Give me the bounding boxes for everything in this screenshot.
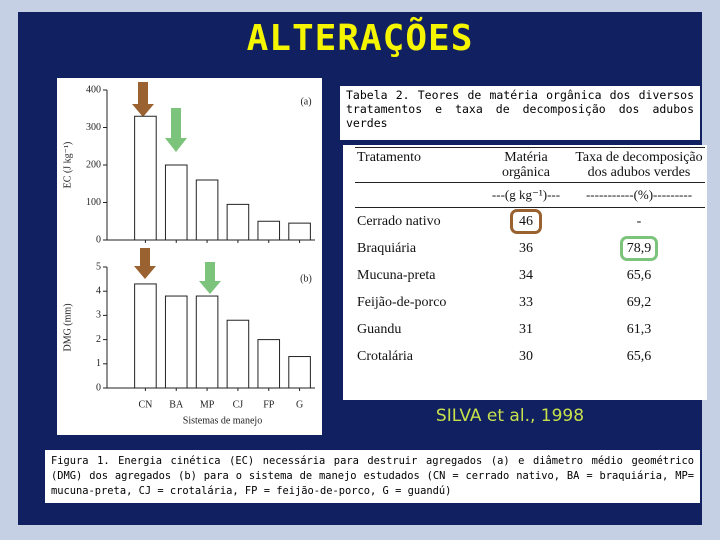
panel-label: (b)	[300, 273, 312, 284]
x-tick-label: BA	[169, 399, 184, 410]
table-cell: 69,2	[573, 289, 705, 316]
cell-text: 36	[519, 240, 533, 256]
bar	[164, 295, 188, 389]
y-axis-title: DMG (mm)	[62, 303, 73, 351]
table-row: Guandu 31 61,3	[355, 316, 705, 343]
cell-text: Crotalária	[357, 348, 413, 364]
x-tick-label: G	[296, 399, 303, 410]
table-cell: Guandu	[355, 316, 479, 343]
cell-text: 34	[519, 267, 533, 283]
y-tick-label: 3	[96, 310, 101, 321]
cell-text: 65,6	[626, 267, 652, 283]
cell-text: 31	[519, 321, 533, 337]
y-tick-label: 2	[96, 334, 101, 345]
y-tick-label: 300	[86, 122, 101, 133]
cell-text: 33	[519, 294, 533, 310]
table-cell: 30	[479, 343, 573, 370]
bar	[195, 179, 219, 241]
table-row: Mucuna-preta 34 65,6	[355, 262, 705, 289]
table-header: Taxa de decomposição dos adubos verdes	[573, 147, 705, 183]
cell-text: Guandu	[357, 321, 402, 337]
table-cell: 31	[479, 316, 573, 343]
y-tick-label: 200	[86, 159, 101, 170]
table: Tratamento Matéria orgânica Taxa de deco…	[355, 147, 705, 370]
y-tick-label: 5	[96, 261, 101, 272]
cell-text: Braquiária	[357, 240, 417, 256]
bar	[257, 220, 281, 241]
arrow-brown	[134, 248, 156, 279]
bar	[288, 222, 311, 241]
cell-text: 46	[510, 208, 542, 234]
table-row: Crotalária 30 65,6	[355, 343, 705, 370]
bar	[226, 319, 250, 389]
y-tick-label: 1	[96, 358, 101, 369]
cell-text: 30	[519, 348, 533, 364]
table-cell: 78,9	[573, 235, 705, 262]
arrow-brown	[132, 82, 154, 117]
y-tick-label: 0	[96, 234, 101, 245]
table-header: Tratamento	[355, 147, 479, 183]
cell-text: 78,9	[619, 235, 659, 261]
bar	[195, 295, 219, 389]
table-cell: 65,6	[573, 262, 705, 289]
x-tick-label: CJ	[233, 399, 244, 410]
bar	[134, 283, 157, 389]
table-cell: 34	[479, 262, 573, 289]
table-row: Feijão-de-porco 33 69,2	[355, 289, 705, 316]
x-tick-label: MP	[200, 399, 215, 410]
figure-caption: Figura 1. Energia cinética (EC) necessár…	[45, 450, 700, 503]
bar	[164, 164, 188, 241]
bar	[288, 356, 311, 389]
table-cell: -	[573, 208, 705, 236]
y-tick-label: 100	[86, 197, 101, 208]
table-cell: 65,6	[573, 343, 705, 370]
table-cell: 46	[479, 208, 573, 236]
cell-text: 69,2	[626, 294, 652, 310]
x-tick-label: FP	[263, 399, 275, 410]
cell-text: Mucuna-preta	[357, 267, 436, 283]
table-cell: Mucuna-preta	[355, 262, 479, 289]
citation: SILVA et al., 1998	[435, 406, 585, 426]
cell-text: 65,6	[626, 348, 652, 364]
bar	[134, 115, 157, 241]
table-cell: 36	[479, 235, 573, 262]
table-box: Tratamento Matéria orgânica Taxa de deco…	[343, 145, 707, 400]
cell-text: -	[636, 213, 642, 229]
bar	[257, 339, 281, 389]
table-unit: ---(g kg⁻¹)---	[479, 182, 573, 208]
table-header: Matéria orgânica	[479, 147, 573, 183]
table-row: Braquiária 36 78,9	[355, 235, 705, 262]
y-tick-label: 4	[96, 285, 101, 296]
y-tick-label: 400	[86, 84, 101, 95]
cell-text: Feijão-de-porco	[357, 294, 447, 310]
table-cell: Feijão-de-porco	[355, 289, 479, 316]
table-caption: Tabela 2. Teores de matéria orgânica dos…	[340, 86, 700, 140]
x-axis-title: Sistemas de manejo	[183, 415, 262, 426]
table-cell: Cerrado nativo	[355, 208, 479, 236]
table-row: Cerrado nativo 46 -	[355, 208, 705, 236]
panel-label: (a)	[300, 96, 311, 107]
table-unit: -----------(%)---------	[573, 182, 705, 208]
table-cell: Braquiária	[355, 235, 479, 262]
table-cell: 61,3	[573, 316, 705, 343]
cell-text: 61,3	[626, 321, 652, 337]
y-axis-title: EC (J kg⁻¹)	[62, 142, 73, 189]
table-cell: 33	[479, 289, 573, 316]
arrow-green	[165, 108, 187, 152]
table-cell: Crotalária	[355, 343, 479, 370]
slide-title: ALTERAÇÕES	[246, 18, 474, 59]
y-tick-label: 0	[96, 382, 101, 393]
bar	[226, 203, 250, 241]
arrow-green	[199, 262, 221, 294]
cell-text: Cerrado nativo	[357, 213, 441, 229]
x-tick-label: CN	[138, 399, 152, 410]
